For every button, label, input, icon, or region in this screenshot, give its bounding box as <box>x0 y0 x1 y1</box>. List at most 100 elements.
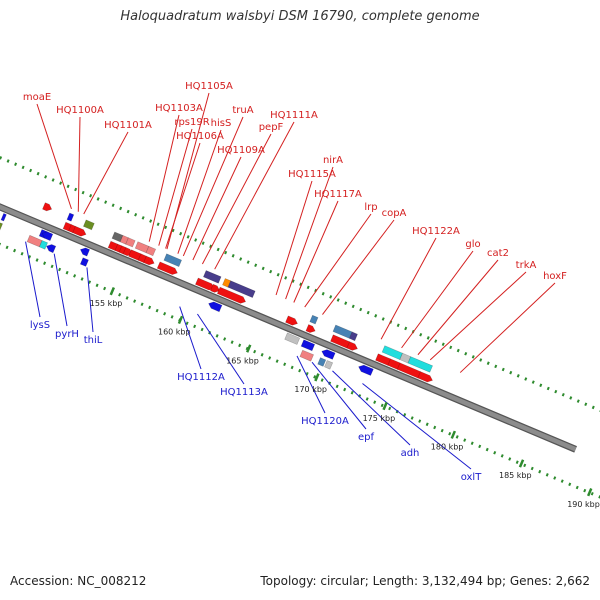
genome-backbone <box>0 203 577 453</box>
gene-label: glo <box>465 239 480 250</box>
outer-ring-dot <box>111 203 115 208</box>
gene <box>41 231 54 241</box>
outer-ring-dot <box>351 304 355 309</box>
gene-label: adh <box>401 448 420 459</box>
gene <box>349 331 358 342</box>
inner-ring-dot <box>133 299 137 303</box>
tick-mark <box>587 488 593 497</box>
inner-ring-dot <box>440 428 444 433</box>
gene <box>299 349 314 362</box>
inner-ring-dot <box>13 248 17 253</box>
outer-ring-dot <box>224 250 228 255</box>
gene-label: HQ1111A <box>270 110 318 121</box>
outer-ring-dot <box>261 266 265 271</box>
inner-ring-dot <box>455 435 459 439</box>
inner-ring-dot <box>193 324 197 329</box>
tick-mark <box>382 401 388 411</box>
tick-mark <box>450 430 457 439</box>
inner-ring-dot <box>275 359 279 363</box>
outer-ring-dot <box>14 162 18 166</box>
outer-ring-dot <box>6 159 10 163</box>
inner-ring-dot <box>253 349 257 354</box>
tick-label: 160 kbp <box>158 328 191 337</box>
inner-ring-dot <box>313 375 317 379</box>
inner-ring-dot <box>0 242 2 247</box>
inner-ring-dot <box>478 444 482 449</box>
outer-ring-dot <box>576 399 580 403</box>
inner-ring-dot <box>365 397 369 401</box>
inner-ring-dot <box>43 261 47 265</box>
scale-ticks: 155 kbp 160 kbp 165 kbp 170 kbp 175 kbp 180 k… <box>90 286 600 509</box>
inner-ring-dot <box>290 365 294 370</box>
inner-ring-dot <box>560 479 564 483</box>
outer-ring-dot <box>299 282 303 287</box>
outer-ring-dot <box>426 336 430 340</box>
outer-ring-dot <box>164 225 168 230</box>
inner-ring-dot <box>35 258 39 262</box>
inner-ring-dot <box>230 340 234 344</box>
outer-ring-dot <box>359 307 363 312</box>
outer-ring-dot <box>21 165 25 170</box>
leader-line <box>380 237 437 340</box>
leader-line <box>25 241 41 318</box>
inner-ring-dot <box>155 308 159 313</box>
inner-ring-dot <box>335 384 339 389</box>
leader-line <box>165 142 201 249</box>
outer-ring-dot <box>66 184 70 189</box>
gene <box>317 357 327 367</box>
inner-ring-dot <box>380 403 384 408</box>
inner-ring-dot <box>545 473 549 477</box>
gene <box>309 314 319 325</box>
tick-mark <box>314 373 320 382</box>
leader-line <box>332 370 411 446</box>
outer-ring-dot <box>366 310 370 315</box>
outer-ring-dot <box>471 355 475 359</box>
gene <box>407 356 433 373</box>
inner-ring-dot <box>238 343 242 348</box>
gene-label: lrp <box>364 202 377 213</box>
gene <box>285 315 298 326</box>
outer-ring-dot <box>284 276 288 280</box>
inner-ring-dot <box>590 492 594 496</box>
leader-line <box>322 219 395 315</box>
inner-ring-dot <box>568 482 572 487</box>
outer-ring-dot <box>479 358 483 362</box>
outer-ring-dot <box>59 181 63 185</box>
gene <box>417 371 433 383</box>
gene <box>156 261 178 275</box>
gene-label: moaE <box>23 92 51 103</box>
outer-ring-dot <box>141 216 145 220</box>
leader-line <box>179 306 202 370</box>
inner-ring-dot <box>200 327 204 332</box>
inner-ring-dot <box>260 353 264 357</box>
inner-ring-dot <box>575 485 579 490</box>
outer-ring-dot <box>89 194 93 198</box>
inner-ring-dot <box>298 368 302 373</box>
inner-ring-dot <box>418 419 422 423</box>
gene-label: epf <box>358 432 375 443</box>
leader-line <box>296 355 326 414</box>
inner-ring-dot <box>553 476 557 480</box>
inner-ring-dot <box>185 321 189 325</box>
gene <box>358 364 374 376</box>
gene-label: HQ1122A <box>412 226 460 237</box>
inner-ring-dot <box>508 457 512 461</box>
inner-ring-dot <box>125 296 129 300</box>
leader-line <box>197 313 245 385</box>
gene <box>83 219 95 231</box>
leader-lines <box>25 92 556 470</box>
gene <box>46 244 57 254</box>
gene-strip <box>0 222 3 231</box>
leader-line <box>192 156 242 261</box>
gene <box>305 324 316 333</box>
inner-ring-dot <box>170 315 174 319</box>
outer-ring-dot <box>44 175 48 179</box>
gene-label: cat2 <box>487 248 509 259</box>
inner-ring-dot <box>500 454 504 458</box>
leader-line <box>401 250 474 349</box>
leader-line <box>86 267 94 333</box>
inner-ring-dot <box>73 274 77 278</box>
gene <box>66 212 75 222</box>
outer-ring-dot <box>179 231 183 236</box>
gene-label: HQ1103A <box>155 103 203 114</box>
